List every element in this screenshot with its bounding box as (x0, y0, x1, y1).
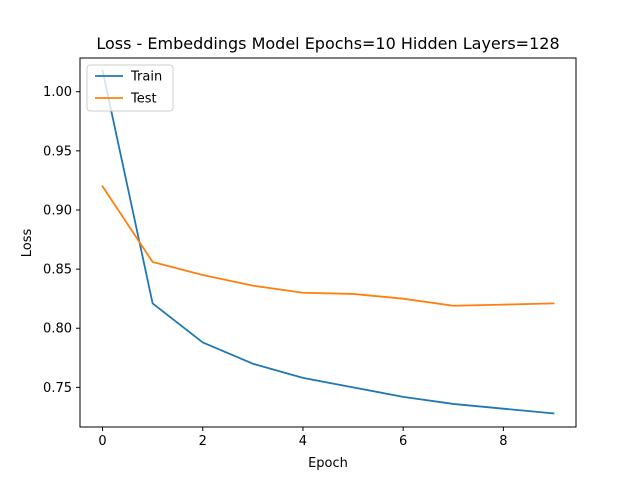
legend: Train Test (86, 64, 174, 112)
y-tick-label: 0.75 (43, 381, 72, 396)
legend-label-train: Train (130, 70, 162, 85)
x-tick-label: 8 (499, 434, 507, 449)
series-line-train (101, 69, 555, 415)
x-tick-label: 0 (98, 434, 106, 449)
y-tick-label: 0.80 (43, 322, 72, 337)
y-tick-label: 0.95 (43, 144, 72, 159)
y-axis-label: Loss (20, 229, 35, 258)
ticks-layer: 0 2 4 6 8 0.75 0.80 0.85 0.90 0.95 1.00 (43, 85, 507, 449)
series-line-test (101, 185, 555, 307)
x-axis-label: Epoch (308, 456, 348, 471)
y-tick-label: 0.85 (43, 263, 72, 278)
x-tick-label: 2 (199, 434, 207, 449)
x-tick-label: 6 (399, 434, 407, 449)
x-tick-label: 4 (299, 434, 307, 449)
y-tick-label: 1.00 (43, 85, 72, 100)
y-tick-label: 0.90 (43, 203, 72, 218)
plot-frame (79, 57, 577, 428)
legend-label-test: Test (130, 92, 157, 107)
series-layer (101, 69, 555, 415)
chart-title: Loss - Embeddings Model Epochs=10 Hidden… (96, 34, 559, 53)
